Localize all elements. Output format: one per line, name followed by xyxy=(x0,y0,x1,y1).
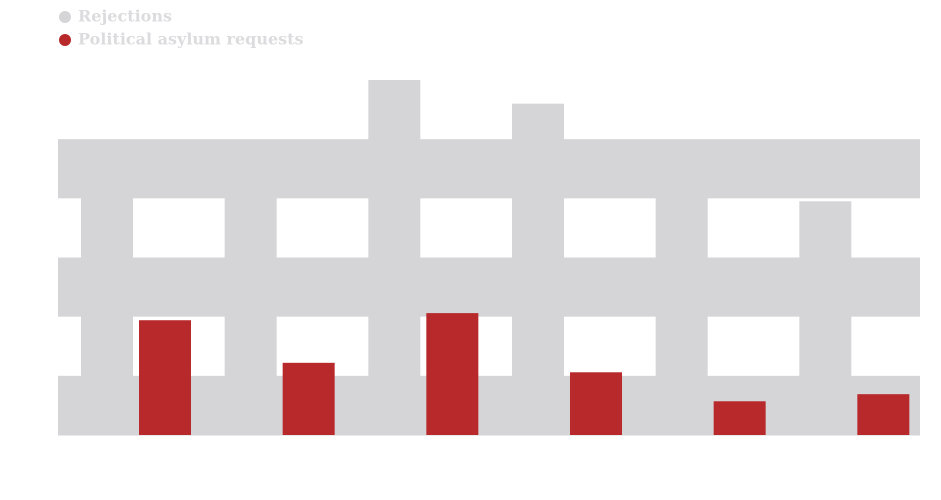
grid-band xyxy=(58,257,920,317)
bar xyxy=(224,180,277,435)
legend-marker xyxy=(59,34,71,46)
grid-band xyxy=(58,375,920,435)
bar xyxy=(512,103,564,436)
legend-marker xyxy=(59,11,71,23)
legend-label: Rejections xyxy=(78,7,172,26)
bar xyxy=(368,80,421,435)
bar xyxy=(570,372,622,435)
bar xyxy=(857,394,910,435)
bar xyxy=(426,313,479,435)
bar xyxy=(282,362,335,435)
bar xyxy=(655,159,708,435)
bar xyxy=(139,320,191,435)
legend-label: Political asylum requests xyxy=(78,30,304,49)
bar xyxy=(713,401,766,435)
bar xyxy=(799,201,852,435)
bar xyxy=(81,148,133,435)
grid-band xyxy=(58,139,920,199)
